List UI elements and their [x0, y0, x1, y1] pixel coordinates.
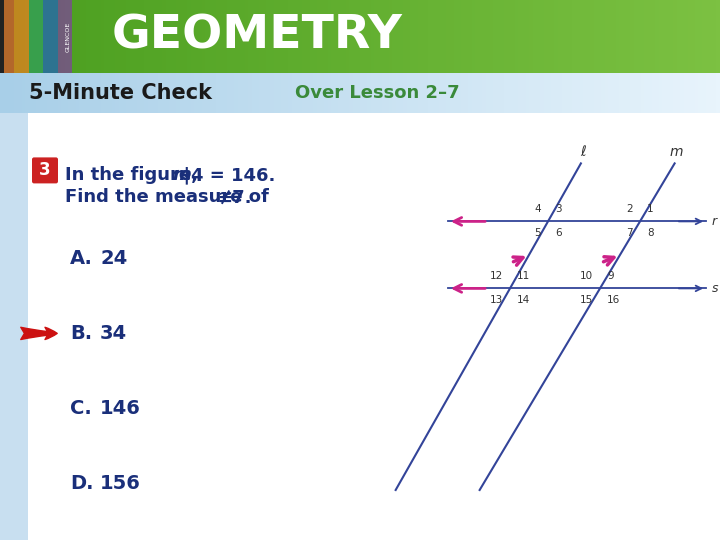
Text: 3: 3	[555, 205, 562, 214]
Text: m: m	[172, 166, 191, 184]
Text: A.: A.	[70, 249, 93, 268]
Text: 1: 1	[647, 205, 654, 214]
Text: B.: B.	[70, 324, 92, 343]
Bar	[14, 0, 29, 73]
Bar	[58, 0, 72, 73]
Text: 146: 146	[100, 399, 141, 418]
Text: m: m	[670, 145, 683, 159]
Text: 24: 24	[100, 249, 127, 268]
Text: 4: 4	[534, 205, 541, 214]
Text: Find the measure of: Find the measure of	[65, 188, 275, 206]
Text: 6: 6	[555, 228, 562, 238]
Text: 2: 2	[626, 205, 633, 214]
Text: 156: 156	[100, 474, 141, 493]
Bar	[29, 0, 43, 73]
Text: 8: 8	[647, 228, 654, 238]
Text: 9: 9	[607, 272, 613, 281]
Text: s: s	[712, 282, 719, 295]
Text: D.: D.	[70, 474, 94, 493]
Text: 12: 12	[490, 272, 503, 281]
Text: 14: 14	[517, 295, 530, 306]
Text: 5: 5	[534, 228, 541, 238]
FancyBboxPatch shape	[32, 157, 58, 184]
Text: ≇7.: ≇7.	[217, 188, 251, 206]
Text: GLENCOE: GLENCOE	[66, 21, 71, 52]
Text: 34: 34	[100, 324, 127, 343]
Text: 5-Minute Check: 5-Minute Check	[29, 83, 212, 103]
Bar	[0, 0, 14, 73]
Text: 3: 3	[39, 161, 51, 179]
Text: In the figure,: In the figure,	[65, 166, 204, 184]
Text: 7: 7	[626, 228, 633, 238]
Text: 10: 10	[580, 272, 593, 281]
Text: ∤4 = 146.: ∤4 = 146.	[182, 166, 275, 184]
Text: GEOMETRY: GEOMETRY	[112, 14, 402, 59]
Text: r: r	[712, 215, 717, 228]
Bar	[0, 0, 4, 73]
Bar	[0, 113, 28, 540]
Text: C.: C.	[70, 399, 91, 418]
Text: 15: 15	[580, 295, 593, 306]
Text: 13: 13	[490, 295, 503, 306]
Text: ℓ: ℓ	[580, 145, 586, 159]
Text: 16: 16	[607, 295, 620, 306]
Bar	[43, 0, 58, 73]
Text: Over Lesson 2–7: Over Lesson 2–7	[295, 84, 460, 102]
Text: 11: 11	[517, 272, 530, 281]
